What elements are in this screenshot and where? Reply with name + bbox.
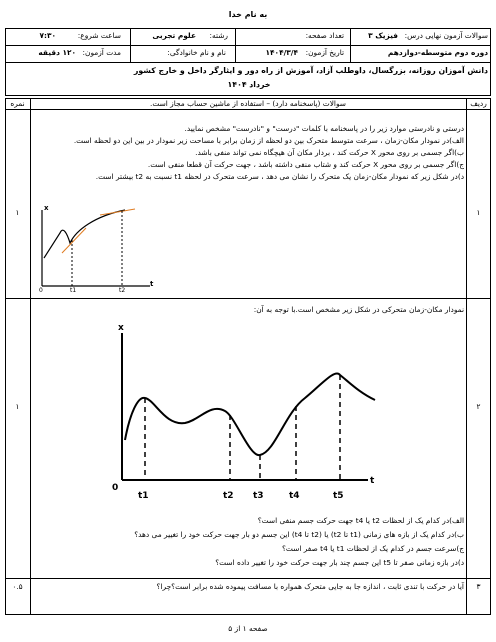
duration: ۱۲۰ دقیقه xyxy=(38,48,76,57)
col-line xyxy=(466,98,467,615)
row-line xyxy=(5,45,491,46)
question-line: د)در شکل زیر که نمودار مکان-زمان یک متحر… xyxy=(95,172,464,181)
pages-label: تعداد صفحه: xyxy=(305,31,344,40)
axis-label: t xyxy=(370,476,375,486)
course: فیزیک ۳ xyxy=(368,31,398,40)
question-score: ۱ xyxy=(15,402,20,411)
session: خرداد ۱۴۰۴ xyxy=(227,80,271,89)
figure-2: x 0 t1 t2 t3 t4 t5 t xyxy=(112,323,376,501)
col-header: نمره xyxy=(10,99,25,108)
tick-label: t1 xyxy=(70,287,76,294)
row-line xyxy=(5,109,491,110)
tick-label: t2 xyxy=(119,287,125,294)
tangent xyxy=(99,208,136,216)
question-number: ۱ xyxy=(476,208,481,217)
col-header: ردیف xyxy=(470,99,487,108)
question-line: ب)اگر جسمی بر روی محور X حرکت کند ، بردا… xyxy=(195,148,464,157)
question-line: ب)در کدام یک از بازه های زمانی (t1 تا t2… xyxy=(134,530,464,539)
course-label: سوالات آزمون نهایی درس: xyxy=(404,31,488,40)
figure-1: x 0 t1 t2 t xyxy=(39,204,154,294)
question-line: الف)در کدام یک از لحظات t2 یا t4 جهت حرک… xyxy=(257,516,464,525)
start-label: ساعت شروع: xyxy=(77,31,121,40)
col-line xyxy=(130,28,131,62)
tick-label: t5 xyxy=(333,491,344,501)
start: ۷:۳۰ xyxy=(39,31,57,40)
audience: دانش آموزان روزانه، بزرگسال، داوطلب آزاد… xyxy=(133,66,488,75)
axis-label: x xyxy=(44,204,49,212)
question-number: ۲ xyxy=(476,402,481,411)
question-line: درستی و نادرستی موارد زیر را در پاسخنامه… xyxy=(184,124,464,133)
curve xyxy=(43,209,126,259)
tick-label: t4 xyxy=(289,491,300,501)
name-label: نام و نام خانوادگی: xyxy=(167,48,226,57)
duration-label: مدت آزمون: xyxy=(82,48,121,57)
curve xyxy=(124,372,376,456)
field: علوم تجربی xyxy=(152,31,196,40)
question-line: د)در بازه زمانی صفر تا t5 این جسم چند با… xyxy=(215,558,464,567)
axis-label: t xyxy=(150,280,154,288)
row-line xyxy=(5,578,491,579)
col-line xyxy=(350,28,351,62)
tick-label: t1 xyxy=(138,491,149,501)
question-line: ج)سرعت جسم در کدام یک از لحظات t1 یا t4 … xyxy=(281,544,464,553)
question-line: نمودار مکان-زمان متحرکی در شکل زیر مشخص … xyxy=(253,305,464,314)
row-line xyxy=(5,298,491,299)
question-line: الف)در نمودار مکان-زمان ، سرعت متوسط متح… xyxy=(73,136,464,145)
question-score: ۱ xyxy=(15,208,20,217)
col-line xyxy=(235,28,236,62)
date-label: تاریخ آزمون: xyxy=(305,48,344,57)
tick-label: t2 xyxy=(223,491,234,501)
footer: صفحه ۱ از ۵ xyxy=(228,624,268,633)
field-label: رشته: xyxy=(209,31,228,40)
bismillah: به نام خدا xyxy=(228,10,268,19)
question-number: ۳ xyxy=(476,582,481,591)
origin-label: 0 xyxy=(39,287,43,294)
origin-label: 0 xyxy=(112,483,118,493)
grade: دوره دوم متوسطه-دوازدهم xyxy=(387,48,488,57)
tangent xyxy=(61,227,87,254)
axis-label: x xyxy=(118,323,124,333)
tick-label: t3 xyxy=(253,491,264,501)
question-line: آیا در حرکت با تندی ثابت ، اندازه جا به … xyxy=(156,582,464,591)
question-line: ج)اگر جسمی بر روی محور X حرکت کند و شتاب… xyxy=(147,160,464,169)
col-header: سوالات (پاسخنامه دارد) – استفاده از ماشی… xyxy=(149,99,346,108)
question-score: ۰.۵ xyxy=(12,582,23,591)
col-line xyxy=(30,98,31,615)
date: ۱۴۰۴/۳/۴ xyxy=(265,48,298,57)
questions-table xyxy=(5,98,491,615)
row-line xyxy=(5,62,491,63)
